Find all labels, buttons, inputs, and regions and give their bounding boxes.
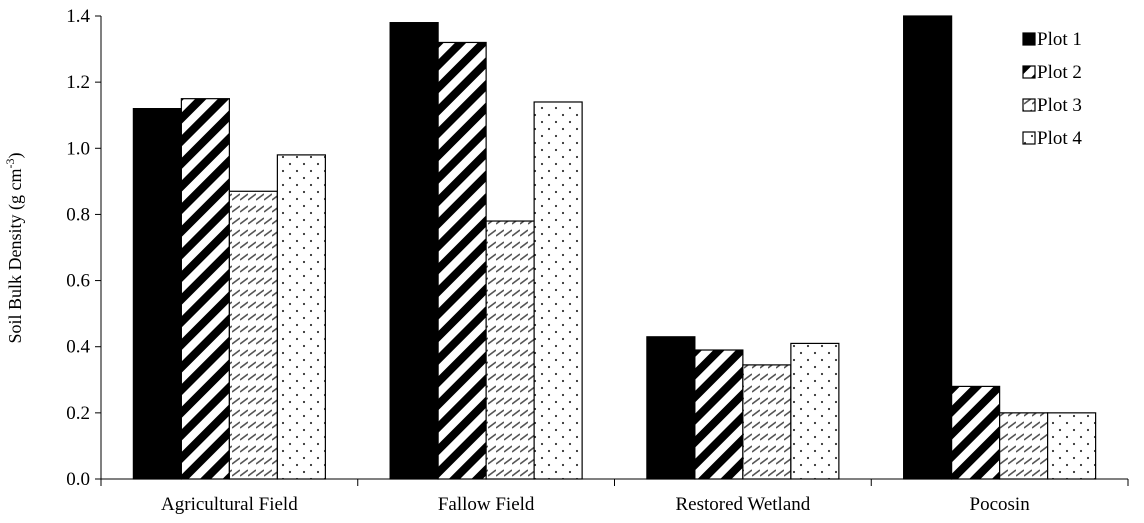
bar xyxy=(1047,412,1097,480)
y-tick-label: 0.4 xyxy=(66,337,90,358)
bar xyxy=(694,349,744,480)
legend-swatch xyxy=(1022,65,1036,79)
legend-label: Plot 3 xyxy=(1037,95,1082,116)
bar xyxy=(132,107,182,480)
bar xyxy=(742,364,792,480)
x-category-label: Fallow Field xyxy=(438,494,535,515)
bar xyxy=(790,342,840,480)
y-tick-label: 1.2 xyxy=(66,72,90,93)
bar xyxy=(437,41,487,480)
y-tick-label: 0.6 xyxy=(66,271,90,292)
legend-label: Plot 1 xyxy=(1037,29,1082,50)
y-axis: 0.0 0.2 0.4 0.6 0.8 1.0 1.2 1.4 xyxy=(66,6,102,490)
x-axis: Agricultural Field Fallow Field Restored W… xyxy=(100,478,1129,515)
bar xyxy=(228,190,278,480)
y-tick-label: 0.8 xyxy=(66,204,90,225)
bar xyxy=(646,336,696,480)
legend-swatch xyxy=(1022,98,1036,112)
legend-swatch xyxy=(1022,131,1036,145)
bar xyxy=(276,154,326,480)
y-tick-label: 0.2 xyxy=(66,403,90,424)
legend-label: Plot 4 xyxy=(1037,128,1082,149)
legend-label: Plot 2 xyxy=(1037,62,1082,83)
y-axis-title-superscript: -3 xyxy=(3,159,17,169)
y-axis-title: Soil Bulk Density (g cm-3) xyxy=(3,153,26,344)
legend-swatch xyxy=(1022,32,1036,46)
x-category-label: Pocosin xyxy=(970,494,1031,515)
y-tick-label: 0.0 xyxy=(66,469,90,490)
y-axis-title-main: Soil Bulk Density (g cm xyxy=(5,169,26,344)
bar xyxy=(533,101,583,480)
x-category-label: Restored Wetland xyxy=(675,494,810,515)
y-tick-label: 1.0 xyxy=(66,138,90,159)
bar xyxy=(389,22,439,480)
bars-group xyxy=(132,15,1097,480)
y-tick-label: 1.4 xyxy=(66,6,90,27)
bar xyxy=(180,98,230,480)
legend: Plot 1 Plot 2 Plot 3 Plot 4 xyxy=(1022,29,1082,149)
x-category-label: Agricultural Field xyxy=(161,494,298,515)
bar xyxy=(485,220,535,480)
bar xyxy=(999,412,1049,480)
y-axis-title-close: ) xyxy=(5,153,26,159)
bar xyxy=(951,385,1001,480)
bar xyxy=(903,15,953,480)
